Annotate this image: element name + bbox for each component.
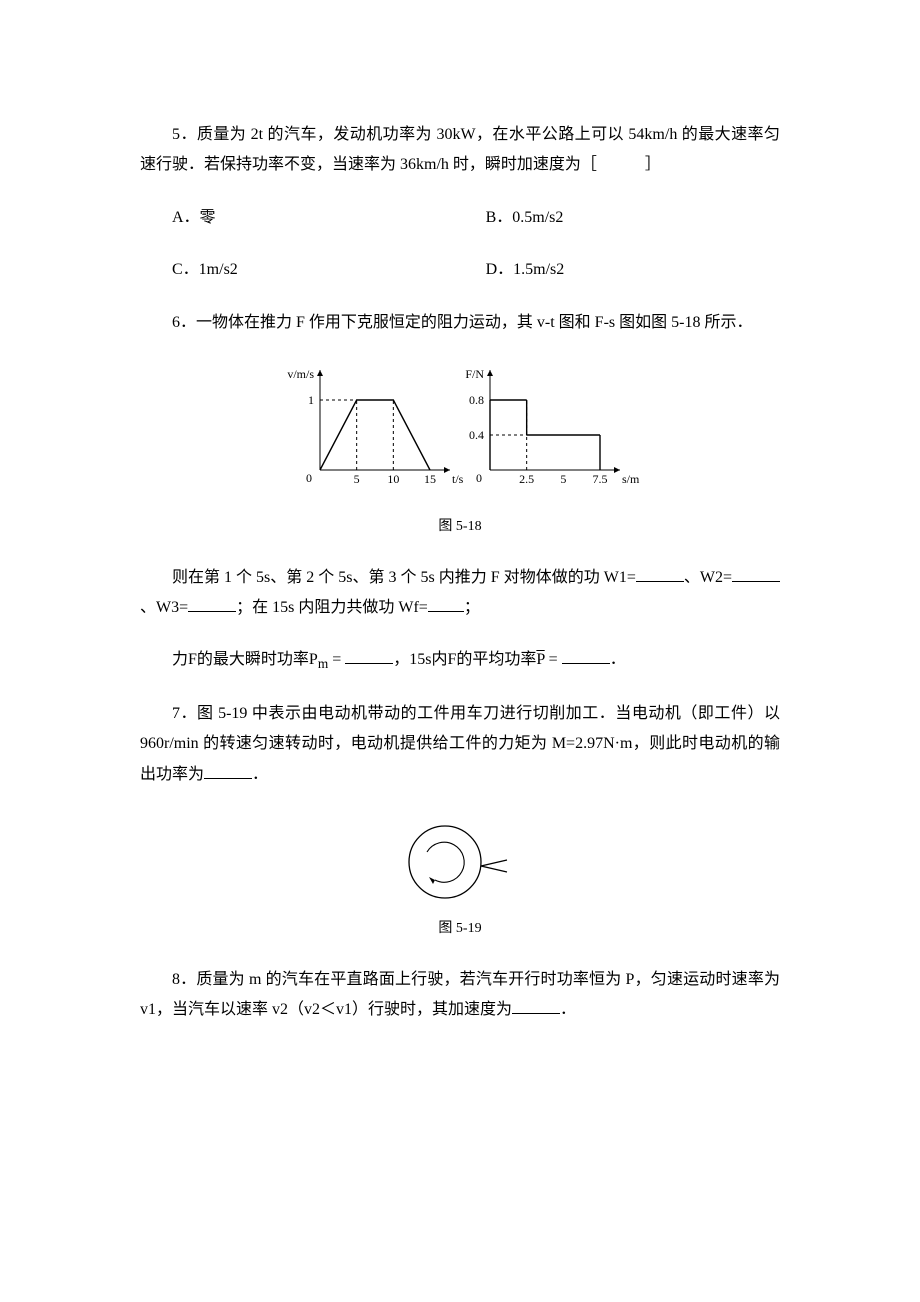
q6-fill: 则在第 1 个 5s、第 2 个 5s、第 3 个 5s 内推力 F 对物体做的… [140,563,780,624]
q6-fill-m3: ；在 15s 内阻力共做功 Wf= [236,599,428,616]
q6-formula-mid: ，15s内F的平均功率 [393,651,536,668]
q8-stem: 8．质量为 m 的汽车在平直路面上行驶，若汽车开行时功率恒为 P，匀速运动时速率… [140,965,780,1026]
q8-text-b: ． [560,1001,576,1018]
q6-fill-pre: 则在第 1 个 5s、第 2 个 5s、第 3 个 5s 内推力 F 对物体做的… [172,569,636,586]
fig-5-19-caption: 图 5-19 [140,916,780,943]
q5-stem: 5．质量为 2t 的汽车，发动机功率为 30kW，在水平公路上可以 54km/h… [140,120,780,181]
svg-text:0: 0 [476,471,482,485]
blank-q8[interactable] [512,999,560,1014]
svg-text:5: 5 [354,472,360,486]
svg-text:1: 1 [308,393,314,407]
q7-text-b: ． [252,766,268,783]
svg-text:s/m: s/m [622,472,640,486]
q6-charts: v/m/s t/s 0 5 10 15 1 F/N s/m 0 2.5 5 7.5 0.… [280,360,640,510]
q6-formula-a: 力F的最大瞬时功率P [172,651,318,668]
fig-5-18-caption: 图 5-18 [140,514,780,541]
q5-option-b: B．0.5m/s2 [486,203,780,233]
q5-option-a: A．零 [140,203,486,233]
svg-text:10: 10 [387,472,399,486]
blank-wf[interactable] [428,597,464,612]
svg-text:v/m/s: v/m/s [287,367,314,381]
blank-w3[interactable] [188,597,236,612]
q5-option-d: D．1.5m/s2 [486,255,780,285]
svg-text:7.5: 7.5 [593,472,608,486]
blank-w2[interactable] [732,566,780,581]
blank-pbar[interactable] [562,649,610,664]
q6-fill-suf: ； [464,599,480,616]
blank-q7[interactable] [204,763,252,778]
q7-stem: 7．图 5-19 中表示由电动机带动的工件用车刀进行切削加工．当电动机（即工件）… [140,699,780,790]
svg-text:2.5: 2.5 [519,472,534,486]
q5-option-c: C．1m/s2 [140,255,486,285]
q8-text-a: 8．质量为 m 的汽车在平直路面上行驶，若汽车开行时功率恒为 P，匀速运动时速率… [140,971,780,1018]
svg-text:t/s: t/s [452,472,464,486]
q6-formula-a-eq: = [328,651,345,668]
svg-text:15: 15 [424,472,436,486]
svg-text:5: 5 [560,472,566,486]
svg-text:F/N: F/N [465,367,484,381]
q6-formula-end: ． [610,651,626,668]
q6-fill-m1: 、W2= [684,569,732,586]
q6-pbar: P [536,651,544,668]
q6-formula-a-sub: m [318,657,328,672]
q6-fill-m2: 、W3= [140,599,188,616]
q6-formula: 力F的最大瞬时功率Pm = ，15s内F的平均功率P = ． [140,645,780,677]
svg-text:0.8: 0.8 [469,393,484,407]
blank-w1[interactable] [636,566,684,581]
blank-pm[interactable] [345,649,393,664]
svg-text:0: 0 [306,471,312,485]
fig-5-19-diagram [385,812,535,912]
q6-formula-b-eq: = [545,651,562,668]
q6-stem: 6．一物体在推力 F 作用下克服恒定的阻力运动，其 v-t 图和 F-s 图如图… [140,308,780,338]
svg-text:0.4: 0.4 [469,428,484,442]
